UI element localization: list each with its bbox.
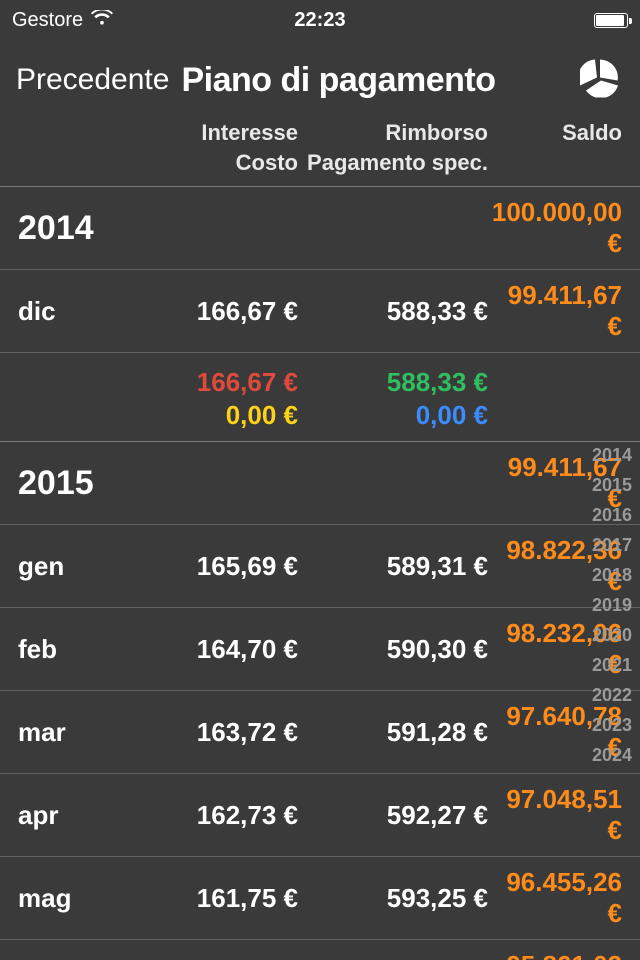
nav-bar: Precedente Piano di pagamento — [0, 40, 640, 120]
table-row: apr162,73 €592,27 €97.048,51 € — [0, 774, 640, 856]
month-label: apr — [18, 800, 148, 831]
balance-value: 95.861,02 € — [488, 950, 622, 960]
year-label: 2015 — [18, 464, 148, 503]
back-button[interactable]: Precedente — [16, 63, 169, 97]
year-index-item[interactable]: 2021 — [592, 650, 636, 680]
payment-table: 2014100.000,00 €dic166,67 €588,33 €99.41… — [0, 187, 640, 960]
status-right — [588, 13, 628, 28]
table-row: feb164,70 €590,30 €98.232,06 € — [0, 608, 640, 690]
year-index-item[interactable]: 2017 — [592, 530, 636, 560]
year-label: 2014 — [18, 209, 148, 248]
interest-value: 165,69 € — [148, 551, 298, 582]
summary-cost: 0,00 € — [148, 400, 298, 431]
table-row: mag161,75 €593,25 €96.455,26 € — [0, 857, 640, 939]
wifi-icon — [91, 9, 113, 32]
year-index-item[interactable]: 2020 — [592, 620, 636, 650]
table-row: mar163,72 €591,28 €97.640,78 € — [0, 691, 640, 773]
table-row: giu160,76 €594,24 €95.861,02 € — [0, 940, 640, 960]
year-index-item[interactable]: 2018 — [592, 560, 636, 590]
header-balance: Saldo — [488, 120, 622, 146]
year-index-item[interactable]: 2016 — [592, 500, 636, 530]
summary-row: 0,00 €0,00 € — [0, 400, 640, 441]
interest-value: 163,72 € — [148, 717, 298, 748]
month-label: feb — [18, 634, 148, 665]
opening-balance: 100.000,00 € — [488, 197, 622, 259]
balance-value: 99.411,67 € — [488, 280, 622, 342]
header-repayment: Rimborso — [298, 120, 488, 146]
summary-special: 0,00 € — [298, 400, 488, 431]
year-row: 201599.411,67 € — [0, 442, 640, 524]
month-label: mag — [18, 883, 148, 914]
page-title: Piano di pagamento — [181, 61, 495, 100]
header-interest: Interesse — [148, 120, 298, 146]
month-label: dic — [18, 296, 148, 327]
header-special: Pagamento spec. — [298, 150, 488, 176]
year-index-item[interactable]: 2023 — [592, 710, 636, 740]
summary-row: 166,67 €588,33 € — [0, 353, 640, 400]
header-row-2: Costo Pagamento spec. — [0, 150, 640, 186]
year-index-item[interactable]: 2024 — [592, 740, 636, 770]
repayment-value: 589,31 € — [298, 551, 488, 582]
header-row-1: Interesse Rimborso Saldo — [0, 120, 640, 150]
repayment-value: 588,33 € — [298, 296, 488, 327]
repayment-value: 593,25 € — [298, 883, 488, 914]
table-row: dic166,67 €588,33 €99.411,67 € — [0, 270, 640, 352]
year-index[interactable]: 2014201520162017201820192020202120222023… — [592, 440, 636, 770]
clock: 22:23 — [294, 9, 345, 32]
summary-repayment: 588,33 € — [298, 367, 488, 398]
repayment-value: 591,28 € — [298, 717, 488, 748]
status-left: Gestore — [12, 9, 113, 32]
interest-value: 162,73 € — [148, 800, 298, 831]
year-index-item[interactable]: 2015 — [592, 470, 636, 500]
interest-value: 166,67 € — [148, 296, 298, 327]
year-index-item[interactable]: 2022 — [592, 680, 636, 710]
table-row: gen165,69 €589,31 €98.822,36 € — [0, 525, 640, 607]
year-index-item[interactable]: 2019 — [592, 590, 636, 620]
interest-value: 164,70 € — [148, 634, 298, 665]
status-bar: Gestore 22:23 — [0, 0, 640, 40]
pie-chart-icon[interactable] — [580, 58, 620, 103]
balance-value: 96.455,26 € — [488, 867, 622, 929]
month-label: gen — [18, 551, 148, 582]
repayment-value: 592,27 € — [298, 800, 488, 831]
header-cost: Costo — [148, 150, 298, 176]
carrier-label: Gestore — [12, 9, 83, 32]
month-label: mar — [18, 717, 148, 748]
balance-value: 97.048,51 € — [488, 784, 622, 846]
summary-interest: 166,67 € — [148, 367, 298, 398]
year-row: 2014 100.000,00 € — [0, 187, 640, 269]
battery-icon — [594, 13, 628, 28]
interest-value: 161,75 € — [148, 883, 298, 914]
year-index-item[interactable]: 2014 — [592, 440, 636, 470]
repayment-value: 590,30 € — [298, 634, 488, 665]
